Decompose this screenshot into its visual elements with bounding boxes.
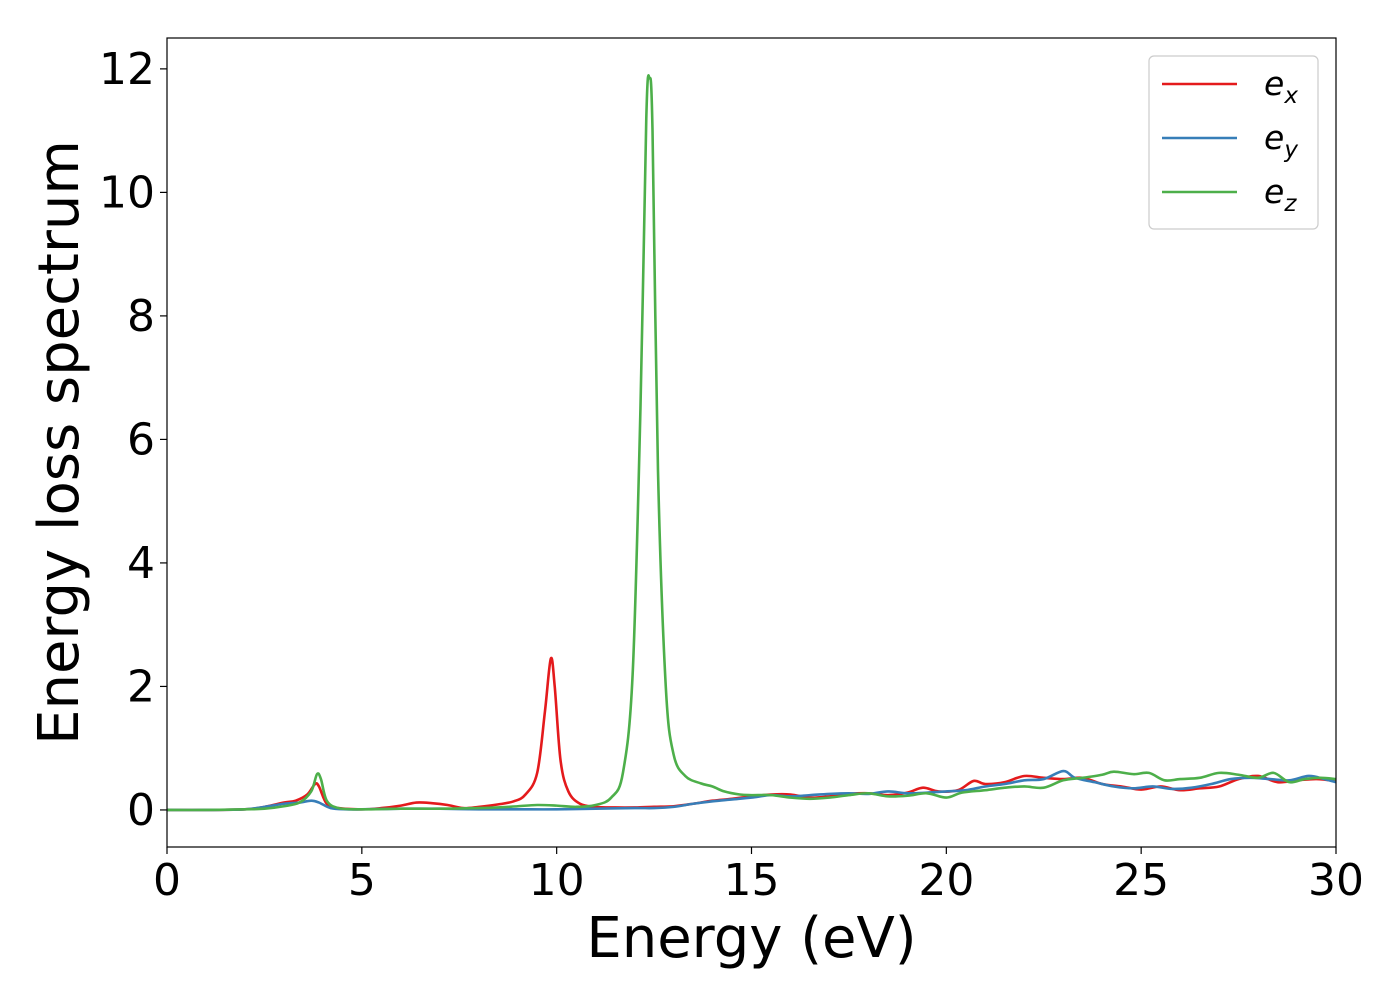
y-axis-title: Energy loss spectrum [27, 140, 92, 745]
series-line-e-y [166, 769, 1337, 812]
plot-lines [166, 74, 1337, 812]
legend-label: ey [1264, 118, 1298, 163]
legend-label: ez [1264, 172, 1297, 217]
legend-label: ex [1264, 64, 1298, 109]
x-tick-label: 15 [724, 855, 780, 906]
y-tick-label: 0 [127, 785, 155, 836]
legend: ex ey ez [1148, 55, 1319, 230]
y-tick-label: 2 [127, 661, 155, 712]
x-tick-label: 5 [348, 855, 376, 906]
x-axis-ticks: 0 5 10 15 20 25 30 [153, 847, 1364, 906]
y-tick-label: 8 [127, 291, 155, 342]
series-line-e-z [166, 74, 1337, 812]
y-tick-label: 12 [99, 44, 155, 95]
y-tick-label: 10 [99, 167, 155, 218]
y-axis-ticks: 0 2 4 6 8 10 12 [99, 44, 167, 836]
x-tick-label: 30 [1308, 855, 1364, 906]
y-tick-label: 6 [127, 414, 155, 465]
y-tick-label: 4 [127, 538, 155, 589]
legend-box [1148, 55, 1319, 230]
x-tick-label: 10 [529, 855, 585, 906]
x-axis-title: Energy (eV) [586, 906, 916, 971]
x-tick-label: 0 [153, 855, 181, 906]
x-tick-label: 20 [918, 855, 974, 906]
x-tick-label: 25 [1113, 855, 1169, 906]
